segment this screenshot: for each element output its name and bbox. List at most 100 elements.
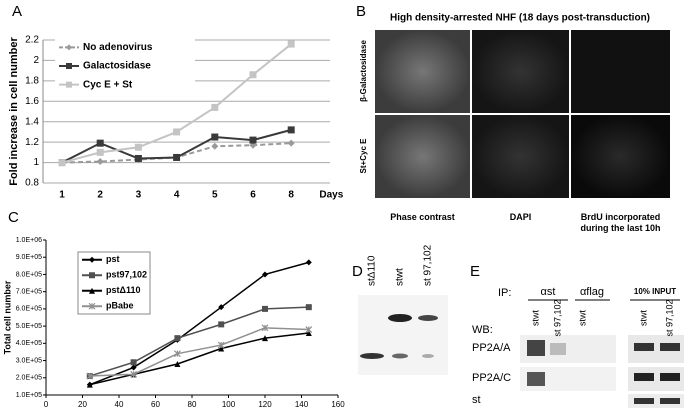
marker (96, 158, 104, 166)
micrograph (472, 115, 569, 198)
legend-label: No adenovirus (83, 42, 153, 53)
marker (305, 330, 312, 336)
column-label: BrdU incorporated during the last 10h (580, 212, 661, 233)
y-tick-label: 1.6 (25, 96, 39, 107)
band (392, 353, 408, 359)
marker (174, 335, 181, 342)
row-label: st (472, 394, 481, 406)
y-tick-label: 4.0E+05 (16, 340, 42, 347)
panel-title: High density-arrested NHF (18 days post-… (390, 13, 650, 24)
marker (173, 153, 181, 161)
marker (249, 136, 257, 144)
ip-label: IP: (498, 287, 511, 299)
marker (130, 370, 138, 378)
marker (211, 103, 219, 111)
panel-letter: D (352, 263, 363, 280)
marker (261, 324, 269, 332)
marker (88, 302, 96, 310)
marker (89, 287, 95, 294)
legend-label: pst97,102 (106, 270, 147, 280)
x-tick-label: 60 (151, 400, 160, 409)
marker (86, 372, 94, 380)
y-tick-label: 8.0E+05 (16, 271, 42, 278)
lane-label: stwt (638, 310, 648, 327)
row-label: β-Galactosidase (359, 40, 368, 102)
marker (130, 364, 137, 371)
legend-label: Cyc E + St (83, 79, 133, 90)
series-line (89, 327, 309, 377)
band (634, 343, 654, 351)
y-tick-label: 7.0E+05 (16, 289, 42, 296)
y-tick-label: 1.0E+06 (16, 237, 42, 244)
lane-label: stwt (577, 310, 587, 327)
band (388, 314, 412, 322)
row-label: St+Cyc E (359, 138, 368, 174)
x-tick-label: 6 (250, 190, 256, 201)
lane-label: stΔ110 (367, 255, 378, 286)
micrograph (472, 30, 569, 113)
x-tick-label: 2 (97, 190, 103, 201)
marker (249, 71, 257, 79)
band (527, 372, 545, 386)
column-label: Phase contrast (390, 212, 455, 222)
band (422, 354, 434, 358)
series-line (89, 261, 309, 386)
column-label: DAPI (509, 212, 532, 222)
row-label: PP2A/C (472, 372, 511, 384)
x-tick-label: 40 (115, 400, 124, 409)
marker (287, 40, 295, 48)
x-axis-label: Days (319, 190, 343, 201)
y-tick-label: 1.4 (25, 116, 39, 127)
marker (96, 139, 104, 147)
band (634, 398, 654, 404)
panel-letter: E (470, 263, 480, 280)
x-tick-label: 1 (59, 190, 65, 201)
micrograph (571, 115, 670, 198)
blot (358, 295, 448, 375)
panel-e-blot (520, 299, 684, 408)
y-tick-label: 1.0E+05 (16, 392, 42, 399)
y-tick-label: 1 (33, 157, 39, 168)
lane-label: stwt (395, 268, 406, 286)
y-tick-label: 5.0E+05 (16, 323, 42, 330)
lane-label: stwt (530, 310, 540, 327)
legend-label: pBabe (106, 301, 134, 311)
marker (211, 133, 219, 141)
legend-label: pstΔ110 (106, 285, 141, 295)
marker (86, 381, 93, 388)
y-tick-label: 6.0E+05 (16, 306, 42, 313)
ip-group: αst (541, 286, 556, 298)
micrograph (375, 30, 470, 113)
y-axis-label: Fold increase in cell number (8, 37, 20, 186)
marker (287, 139, 295, 147)
y-tick-label: 1.2 (25, 137, 39, 148)
legend-label: pst (106, 254, 120, 264)
y-axis-label: Total cell number (2, 280, 12, 354)
marker (262, 305, 268, 312)
y-tick-label: 2 (33, 55, 39, 66)
marker (66, 44, 72, 51)
ip-group: αflag (580, 286, 604, 298)
y-tick-label: 1.8 (25, 75, 39, 86)
marker (305, 259, 312, 266)
x-tick-label: 100 (222, 400, 236, 409)
marker (134, 154, 142, 162)
x-tick-label: 5 (212, 190, 218, 201)
y-tick-label: 2.0E+05 (16, 375, 42, 382)
row-label: PP2A/A (472, 342, 511, 354)
marker (262, 271, 268, 278)
ip-group: 10% INPUT (634, 287, 676, 296)
marker (134, 143, 142, 151)
x-tick-label: 120 (258, 400, 272, 409)
band (527, 340, 545, 356)
band (418, 315, 438, 321)
marker (217, 341, 225, 349)
marker (173, 128, 181, 136)
lane-label: st 97,102 (664, 299, 674, 336)
y-tick-label: 0.8 (25, 178, 39, 189)
panel-d-blot (358, 295, 448, 375)
x-tick-label: 80 (188, 400, 197, 409)
x-tick-label: 0 (44, 400, 49, 409)
